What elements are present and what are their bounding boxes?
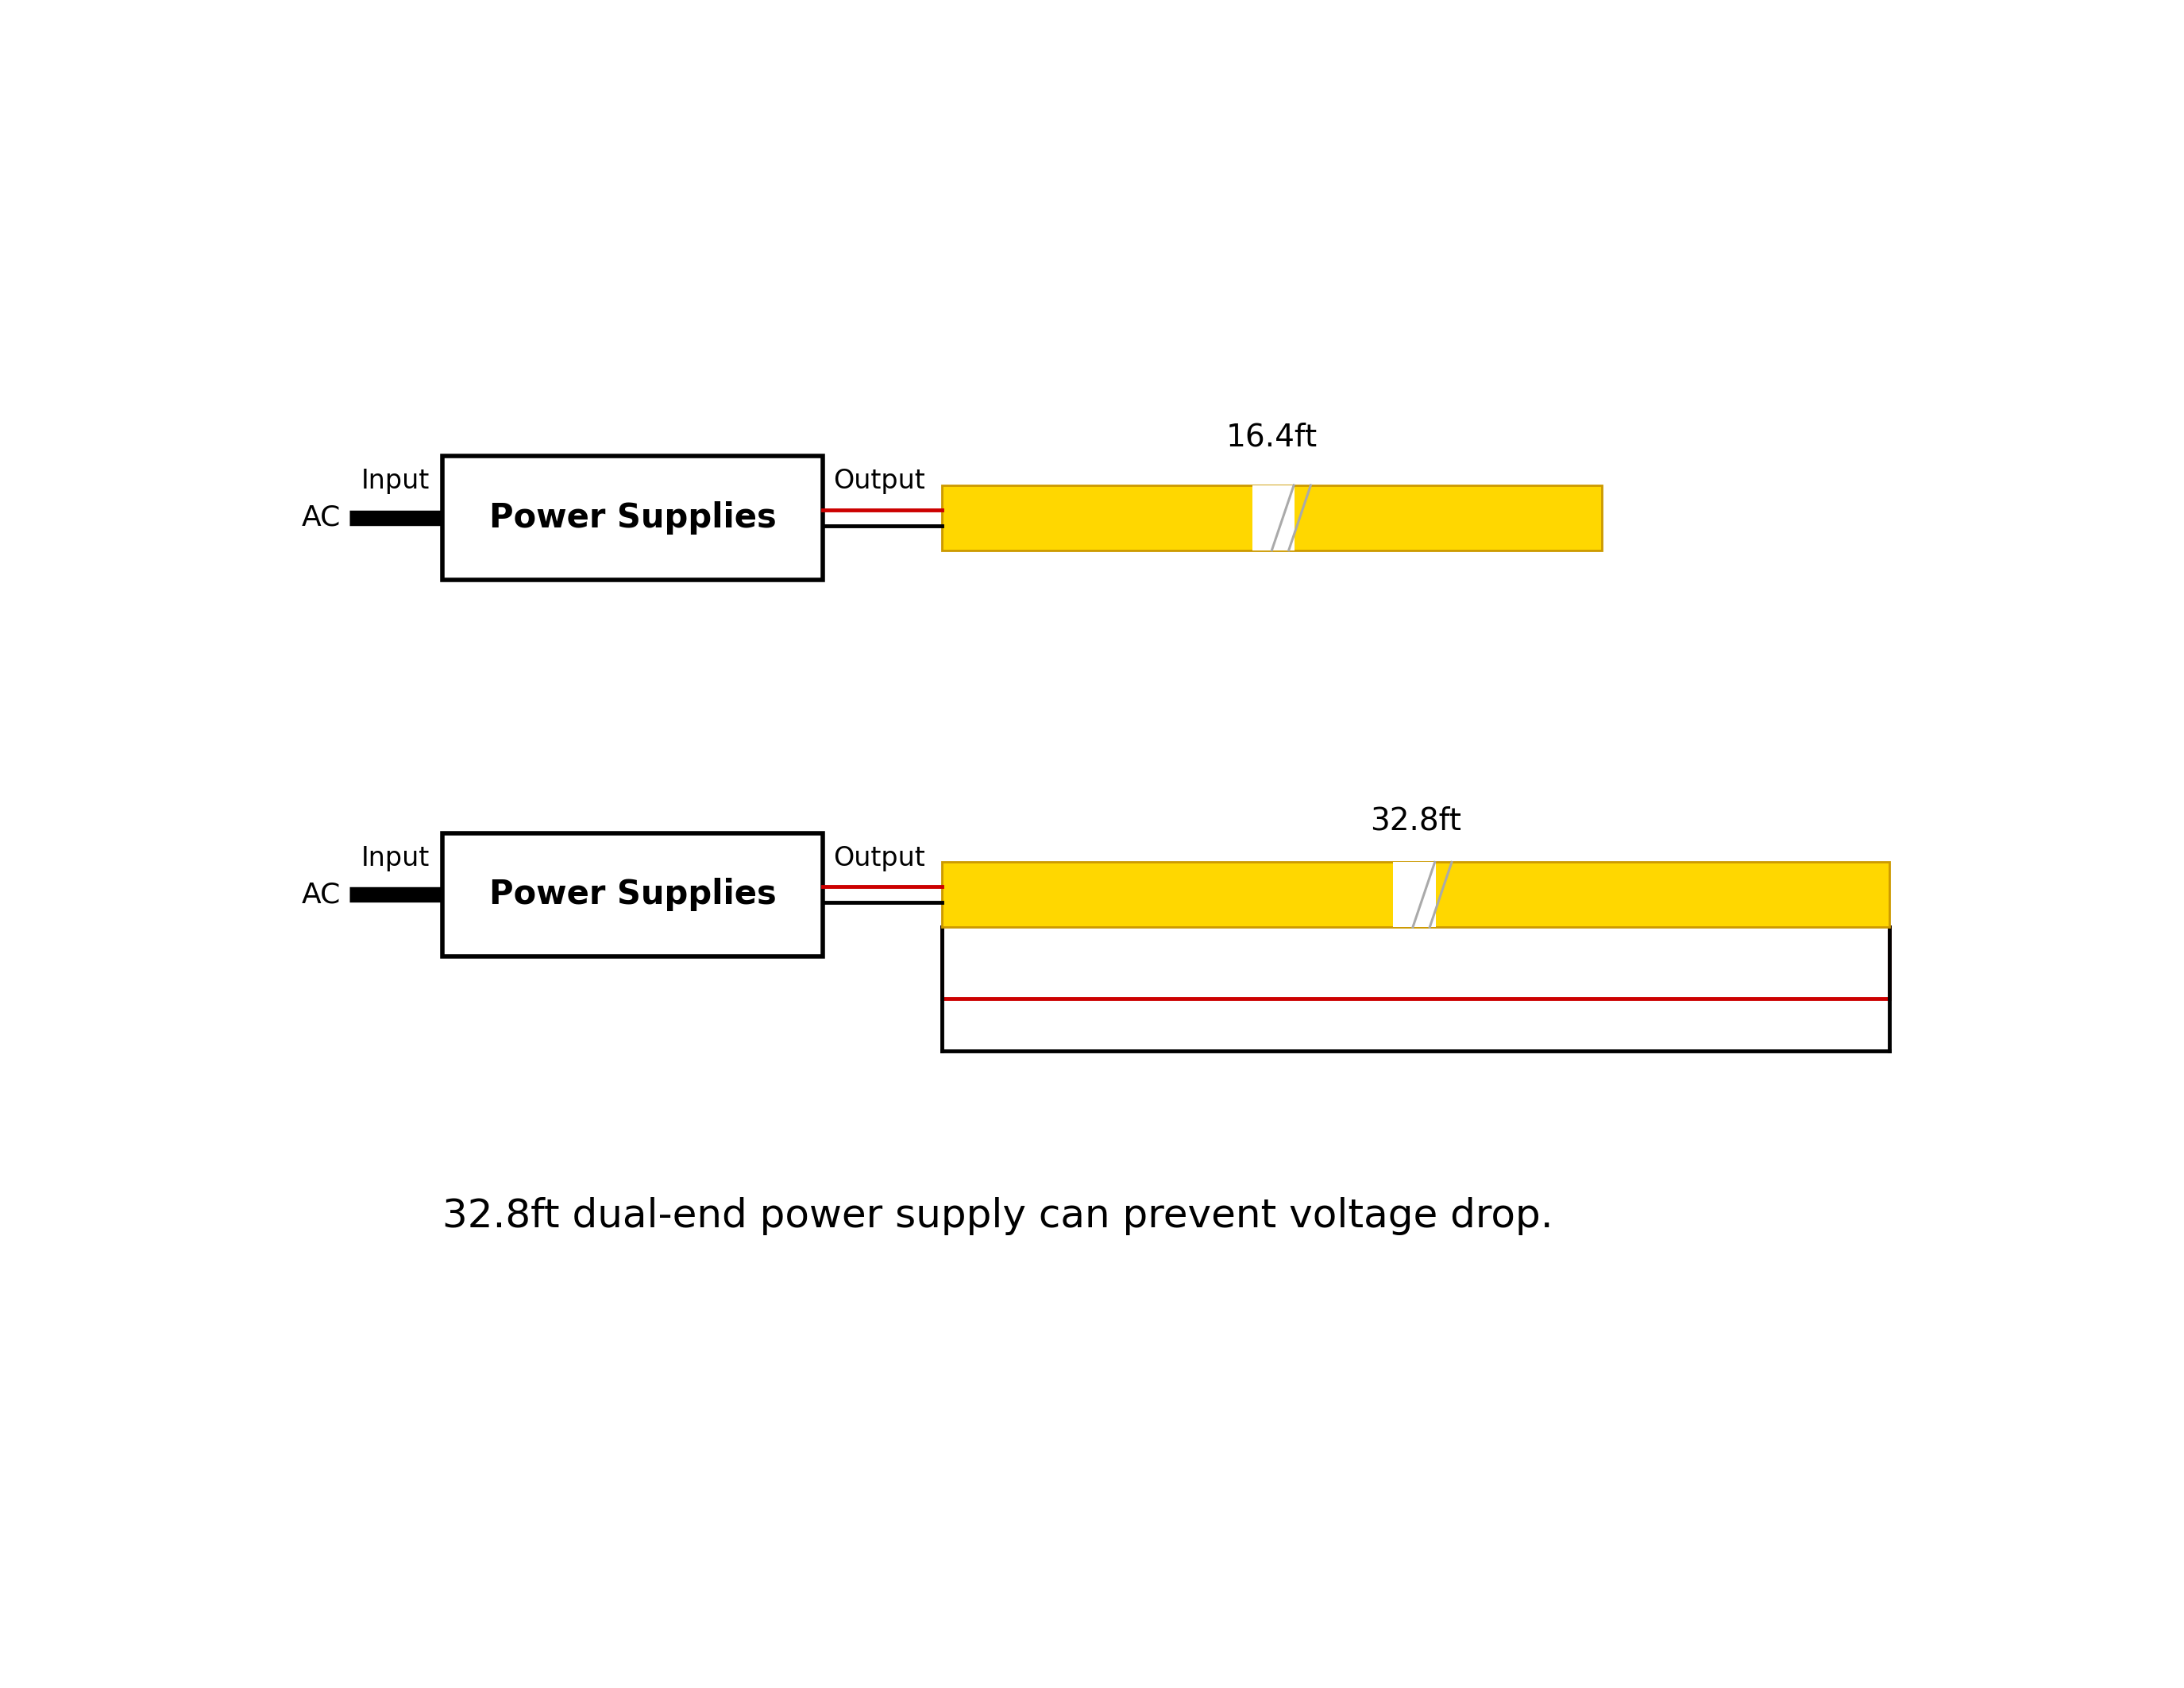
Bar bbox=[441, 832, 823, 957]
Bar bbox=[1393, 863, 1435, 927]
Text: AC: AC bbox=[301, 505, 341, 532]
Text: 32.8ft: 32.8ft bbox=[1369, 805, 1461, 836]
Text: Output: Output bbox=[834, 846, 926, 871]
Bar bbox=[1251, 484, 1295, 550]
Text: AC: AC bbox=[301, 881, 341, 908]
Text: Input: Input bbox=[363, 846, 430, 871]
Text: 32.8ft dual-end power supply can prevent voltage drop.: 32.8ft dual-end power supply can prevent… bbox=[441, 1197, 1553, 1236]
Text: Output: Output bbox=[834, 468, 926, 495]
Text: Power Supplies: Power Supplies bbox=[489, 501, 775, 535]
Bar bbox=[941, 863, 1889, 927]
Bar bbox=[441, 456, 823, 579]
Bar bbox=[941, 484, 1601, 550]
Text: Input: Input bbox=[363, 468, 430, 495]
Text: 16.4ft: 16.4ft bbox=[1225, 422, 1317, 452]
Text: Power Supplies: Power Supplies bbox=[489, 878, 775, 912]
